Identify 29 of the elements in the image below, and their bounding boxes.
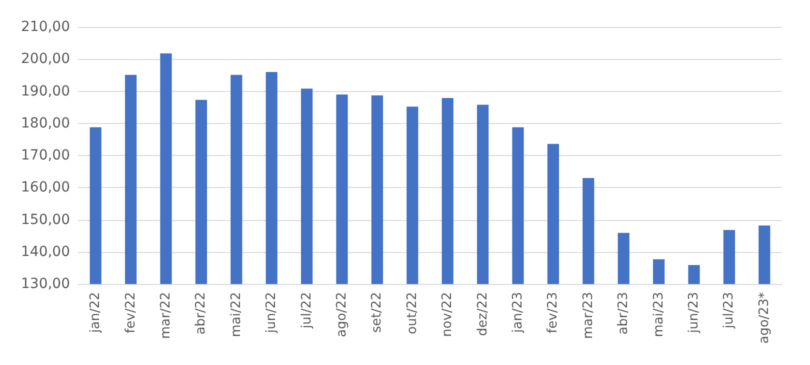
- x-tick-label: jul/23: [722, 292, 737, 330]
- x-tick-label: mai/22: [228, 292, 244, 338]
- y-tick-label: 160,00: [21, 180, 70, 196]
- x-tick-label: fev/23: [546, 292, 561, 334]
- y-tick-label: 140,00: [21, 244, 70, 260]
- x-tick-label: out/22: [404, 292, 420, 334]
- x-tick-label: ago/23*: [756, 292, 772, 344]
- x-tick-label: mar/22: [158, 292, 174, 339]
- x-tick-label: jun/23: [686, 292, 702, 334]
- x-tick-label: abr/22: [194, 292, 209, 334]
- x-tick-label: abr/23: [616, 292, 632, 334]
- x-tick-label: fev/22: [123, 292, 138, 334]
- y-tick-label: 150,00: [21, 212, 70, 228]
- y-tick-label: 210,00: [21, 19, 70, 35]
- y-tick-label: 200,00: [21, 51, 70, 68]
- x-tick-label: jan/23: [510, 292, 526, 334]
- y-tick-label: 190,00: [21, 83, 70, 100]
- y-tick-label: 170,00: [21, 148, 70, 164]
- x-tick-label: set/22: [370, 292, 385, 333]
- y-tick-label: 180,00: [21, 115, 70, 132]
- x-tick-label: jan/22: [88, 292, 104, 334]
- y-tick-label: 130,00: [21, 276, 70, 292]
- x-tick-label: jun/22: [264, 292, 280, 334]
- x-tick-label: mar/23: [580, 292, 596, 339]
- x-tick-label: mai/23: [651, 292, 666, 338]
- x-tick-label: jul/22: [299, 292, 314, 330]
- x-tick-label: nov/22: [440, 292, 456, 337]
- x-tick-label: ago/22: [334, 292, 350, 338]
- x-tick-label: dez/22: [475, 292, 490, 336]
